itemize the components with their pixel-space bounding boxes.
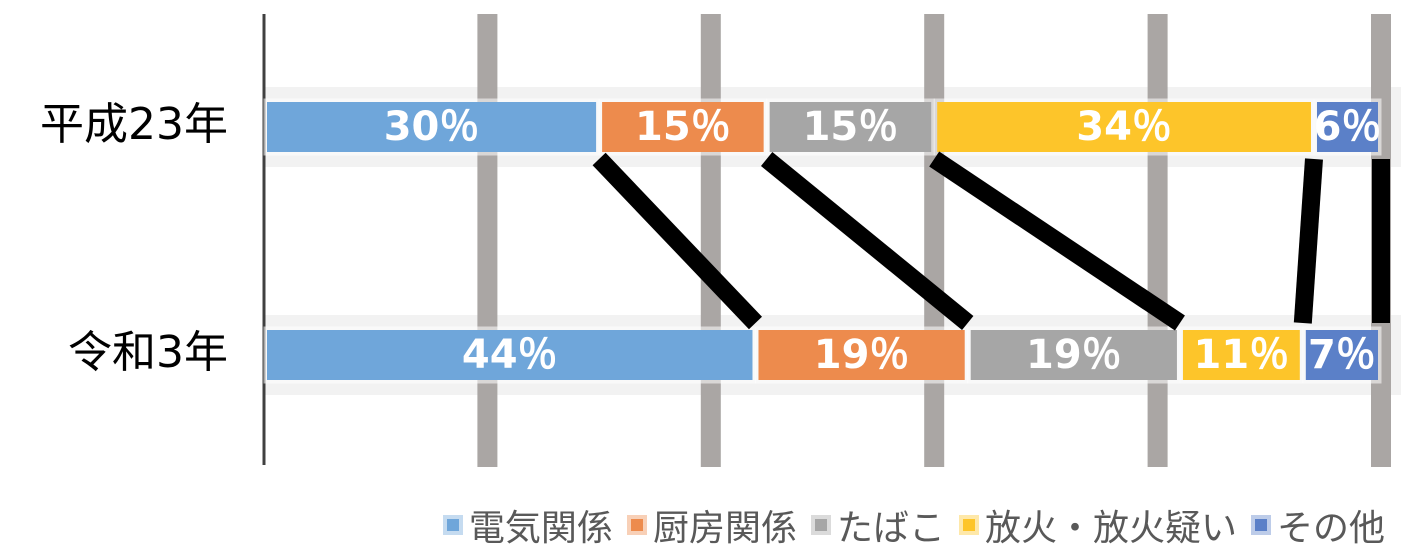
value-label: 11％ bbox=[1194, 332, 1290, 378]
value-label: 15％ bbox=[803, 104, 899, 150]
legend: 電気関係 厨房関係 たばこ 放火・放火疑い その他 bbox=[0, 500, 1413, 550]
value-label: 19％ bbox=[1026, 332, 1122, 378]
legend-item: その他 bbox=[1250, 499, 1385, 551]
bar-segment bbox=[1302, 326, 1382, 384]
bar-segment bbox=[933, 98, 1315, 156]
bar-segment bbox=[263, 98, 600, 156]
bar-segment bbox=[967, 326, 1181, 384]
legend-label: 厨房関係 bbox=[652, 508, 797, 549]
connector bbox=[592, 152, 762, 330]
grid-line bbox=[477, 14, 498, 467]
bar-segment bbox=[754, 326, 969, 384]
legend-label: 電気関係 bbox=[468, 508, 613, 549]
value-label: 7％ bbox=[1308, 332, 1376, 378]
value-label: 6％ bbox=[1314, 104, 1382, 150]
connector bbox=[929, 151, 1185, 331]
legend-label: 放火・放火疑い bbox=[984, 508, 1237, 549]
legend-swatch bbox=[442, 515, 463, 535]
legend-swatch bbox=[626, 515, 647, 535]
bar-segment bbox=[263, 326, 756, 384]
legend-swatch bbox=[958, 515, 979, 535]
value-label: 19％ bbox=[814, 332, 910, 378]
value-label: 30％ bbox=[384, 104, 480, 150]
legend-item: 電気関係 bbox=[442, 499, 613, 551]
y-tick-label: 平成23年 bbox=[40, 99, 228, 150]
grid-line bbox=[1147, 14, 1168, 467]
bar-segment bbox=[1179, 326, 1304, 384]
value-label: 44％ bbox=[462, 332, 558, 378]
value-label: 15％ bbox=[635, 104, 731, 150]
bar-segment bbox=[1313, 98, 1382, 156]
legend-item: 放火・放火疑い bbox=[958, 499, 1237, 551]
grid-line bbox=[700, 14, 721, 467]
plot: 平成23年 30％ 15％ 15％ 34％ 6％ 令和3年 44％ 19％ 19％ 11％ 7％ bbox=[40, 14, 1401, 467]
legend-swatch bbox=[810, 515, 831, 535]
y-tick-label: 令和3年 bbox=[68, 327, 228, 378]
legend-label: その他 bbox=[1276, 508, 1385, 549]
bar-segment bbox=[598, 98, 768, 156]
legend-label: たばこ bbox=[836, 508, 945, 549]
legend-item: たばこ bbox=[810, 499, 945, 551]
connector bbox=[1293, 158, 1323, 324]
legend-item: 厨房関係 bbox=[626, 499, 797, 551]
legend-swatch bbox=[1250, 515, 1271, 535]
connector bbox=[760, 152, 974, 330]
value-label: 34％ bbox=[1076, 104, 1172, 150]
grid-line bbox=[924, 14, 945, 467]
bar-segment bbox=[766, 98, 935, 156]
